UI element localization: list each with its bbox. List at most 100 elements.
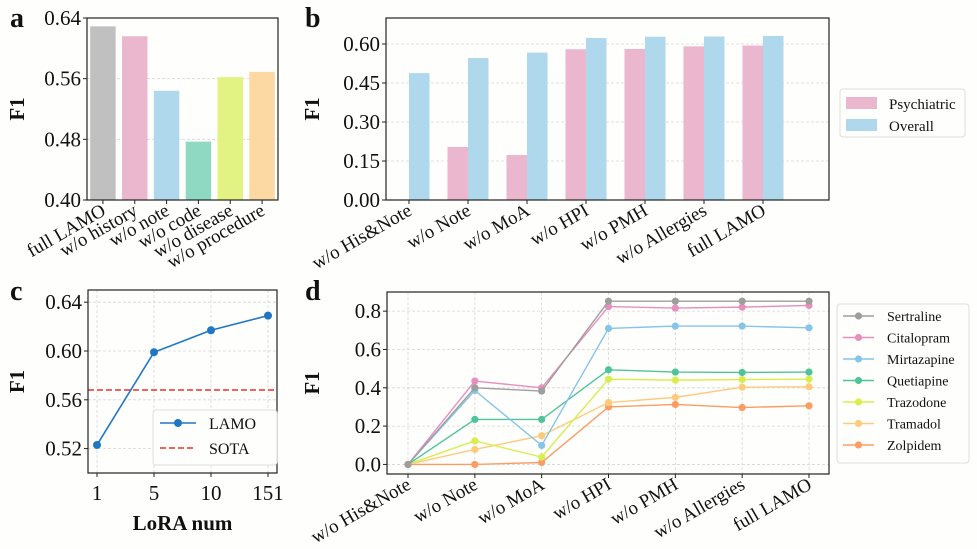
series-point-mirtazapine (538, 441, 546, 450)
bar-psychiatric (683, 46, 704, 201)
series-point-tramadol (738, 383, 746, 391)
bar (249, 71, 275, 200)
series-point-sertraline (604, 297, 613, 305)
legend-label: Zolpidem (887, 439, 942, 454)
series-point-tramadol (538, 432, 546, 440)
xtick-label: w/o HPI (549, 474, 615, 524)
bar (185, 141, 212, 200)
legend-marker (854, 441, 863, 449)
series-point-zolpidem (671, 400, 679, 409)
bar (122, 36, 148, 201)
legend-marker (174, 419, 182, 427)
panel-label: b (305, 3, 321, 34)
legend-marker (854, 312, 863, 320)
bar-overall (645, 36, 666, 200)
ytick-label: 0.60 (343, 32, 380, 56)
bar-psychiatric (624, 48, 645, 200)
series-point-sertraline (538, 387, 546, 395)
series-point-quetiapine (471, 415, 479, 423)
legend-label: Trazodone (887, 396, 946, 411)
lamo-point (93, 440, 101, 449)
bar-psychiatric (506, 155, 527, 200)
bar-overall (586, 38, 607, 200)
bar-overall (763, 35, 784, 200)
lamo-point (207, 326, 215, 335)
series-point-sertraline (671, 297, 679, 305)
panel-label: d (305, 276, 321, 307)
series-point-quetiapine (738, 368, 746, 377)
series-point-trazodone (471, 437, 479, 445)
series-point-mirtazapine (805, 324, 813, 332)
x-axis-label: LoRA num (133, 511, 233, 535)
series-point-trazodone (738, 375, 746, 384)
series-point-citalopram (671, 304, 679, 312)
legend-label: Citalopram (887, 332, 950, 347)
xtick-label: w/o Note (410, 474, 481, 527)
xtick-label: 151 (252, 481, 284, 505)
ytick-label: 0.52 (45, 437, 82, 461)
bar-overall (527, 52, 548, 200)
panel-label: c (10, 276, 22, 307)
series-point-tramadol (671, 393, 679, 401)
bar (217, 77, 243, 200)
series-point-sertraline (471, 384, 479, 392)
ytick-label: 0.60 (45, 339, 82, 363)
legend-label: Mirtazapine (887, 353, 955, 368)
panel-c: 0.52 0.56 0.60 0.64 F1 c 1 5 10 151 LoRA num (5, 276, 284, 535)
y-axis-label: F1 (5, 97, 29, 120)
bar-psychiatric (447, 146, 468, 200)
series-point-zolpidem (538, 458, 546, 467)
series-point-trazodone (805, 375, 813, 383)
ytick-label: 0.45 (343, 71, 380, 95)
xtick-label: 1 (92, 481, 103, 505)
bar-overall (409, 73, 430, 200)
ytick-label: 0.15 (343, 149, 380, 173)
ytick-label: 0.00 (343, 188, 380, 212)
series-point-quetiapine (538, 415, 546, 423)
ytick-label: 0.56 (44, 67, 81, 91)
series-point-zolpidem (738, 403, 746, 412)
ytick-label: 0.6 (355, 337, 381, 361)
legend: Sertraline Citalopram Mirtazapine Quetiapin… (836, 303, 970, 464)
ytick-label: 0.56 (45, 388, 82, 412)
ytick-label: 0.4 (355, 376, 382, 400)
ytick-label: 0.2 (355, 414, 381, 438)
series-point-mirtazapine (738, 322, 746, 330)
series-point-mirtazapine (671, 322, 679, 330)
y-axis-label: F1 (300, 97, 324, 120)
legend: LAMO SOTA (152, 409, 278, 466)
xtick-label: w/o MoA (474, 474, 548, 529)
legend-marker (854, 355, 863, 363)
legend-label: SOTA (209, 441, 250, 458)
y-axis-label: F1 (300, 371, 324, 394)
ytick-label: 0.8 (355, 299, 381, 323)
ytick-label: 0.64 (45, 290, 82, 314)
series-point-mirtazapine (604, 324, 613, 332)
legend-marker (854, 376, 863, 385)
legend-label: LAMO (209, 416, 256, 433)
axes-frame (86, 17, 279, 201)
series-point-tramadol (805, 383, 813, 391)
xtick-label: 5 (149, 481, 160, 505)
legend-marker (854, 419, 863, 428)
bar (90, 26, 116, 200)
axes-frame (87, 289, 278, 474)
series-point-sertraline (404, 460, 412, 469)
series-point-tramadol (604, 398, 613, 407)
series-point-trazodone (604, 375, 613, 383)
series-point-quetiapine (671, 368, 679, 376)
series-point-quetiapine (805, 368, 813, 376)
series-point-citalopram (471, 377, 479, 385)
series-point-citalopram (738, 303, 746, 311)
legend-swatch (846, 119, 877, 131)
y-axis-label: F1 (5, 370, 29, 393)
bar-overall (468, 58, 489, 200)
legend-label: Tramadol (887, 418, 941, 433)
legend: Psychiatric Overall (839, 88, 966, 138)
lamo-point (150, 348, 158, 357)
legend-label: Quetiapine (887, 375, 948, 390)
